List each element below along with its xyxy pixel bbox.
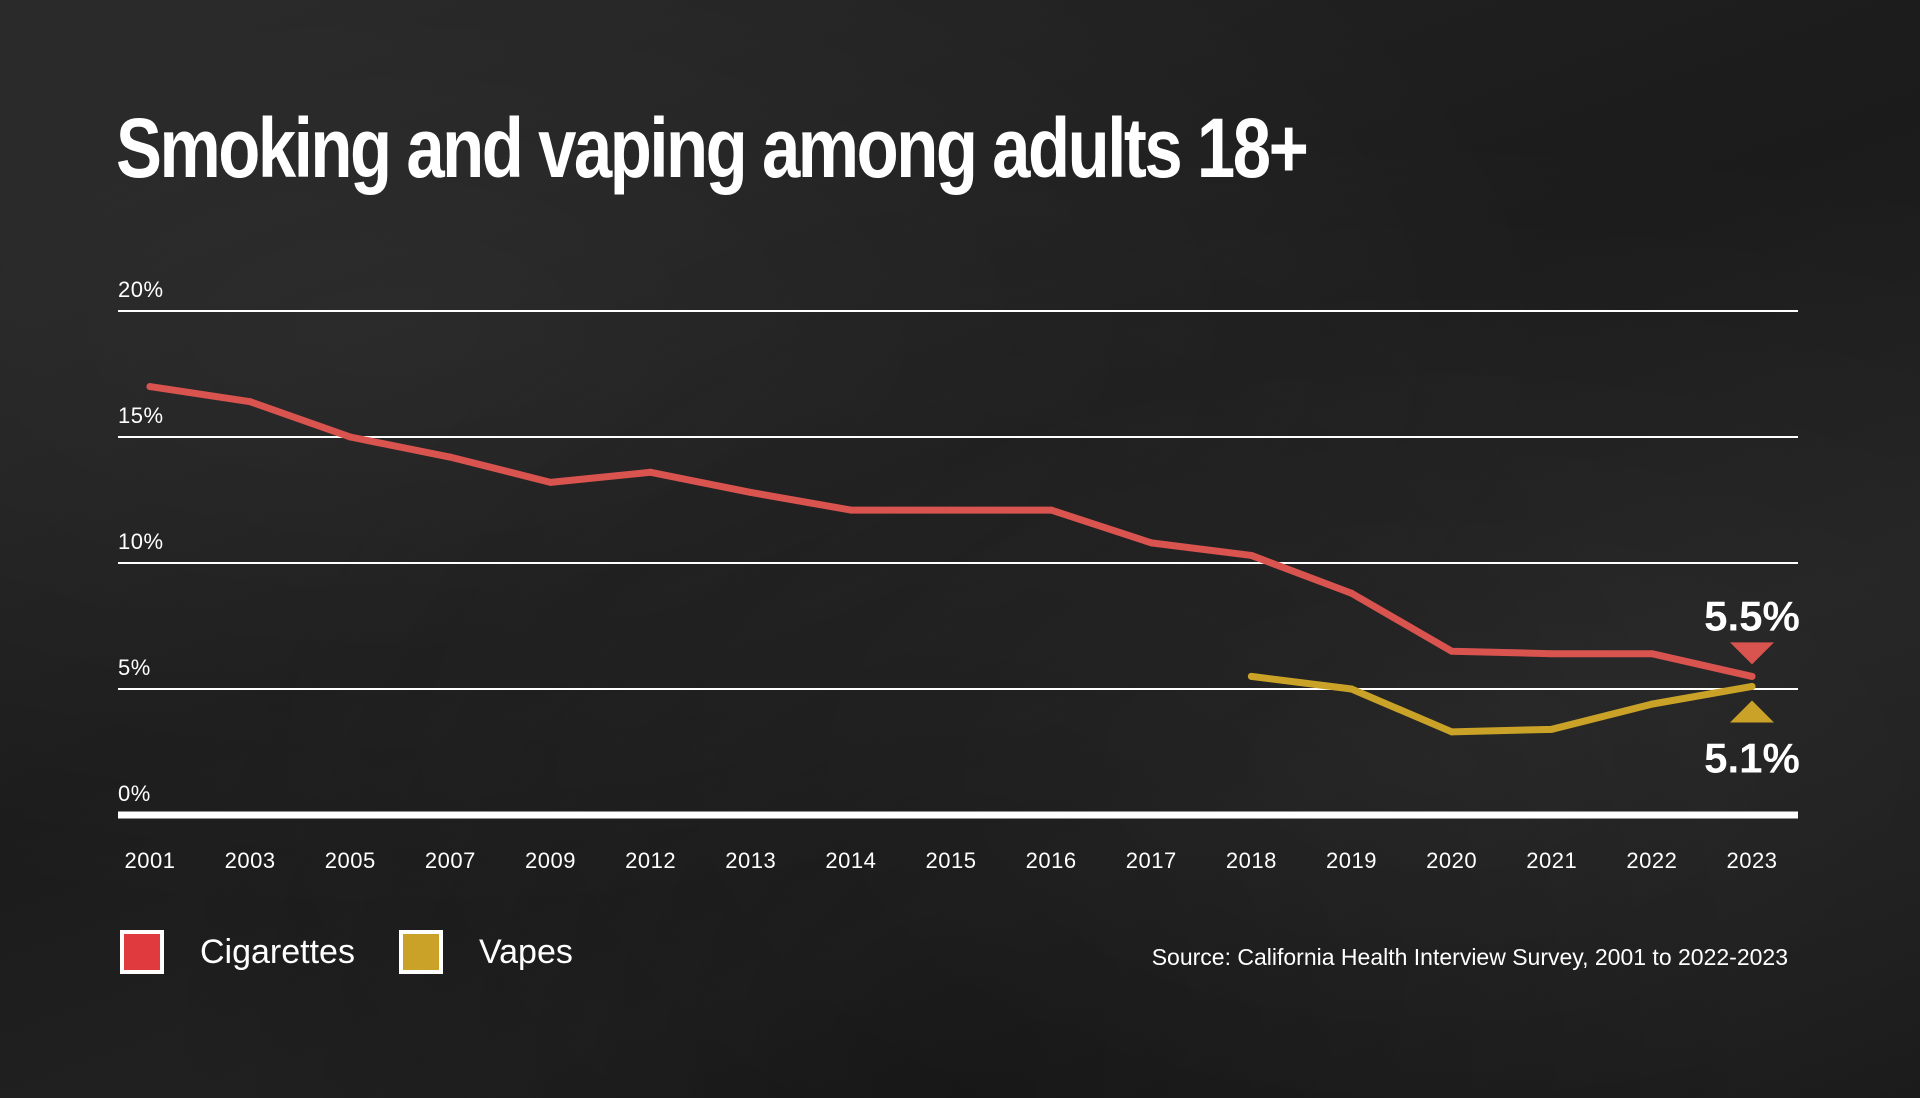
- x-tick-label-2022: 2022: [1626, 848, 1677, 873]
- x-tick-label-2020: 2020: [1426, 848, 1477, 873]
- end-label-cigarettes: 5.5%: [1704, 592, 1800, 639]
- gridlines: [118, 310, 1798, 819]
- data-point-cigarettes: [947, 506, 955, 514]
- x-tick-label-2018: 2018: [1226, 848, 1277, 873]
- x-tick-label-2003: 2003: [225, 848, 276, 873]
- data-point-vapes: [1348, 685, 1355, 693]
- end-label-vapes: 5.1%: [1704, 734, 1800, 781]
- data-point-cigarettes: [1047, 506, 1055, 514]
- x-tick-label-2001: 2001: [125, 848, 176, 873]
- data-point-cigarettes: [146, 383, 154, 391]
- data-point-vapes: [1748, 682, 1756, 690]
- series-line-cigarettes: [146, 383, 1756, 680]
- x-axis-ticks: 2001 2003 2005 2007 2009 2012 2013 2014 2015 2016…: [125, 848, 1778, 873]
- x-tick-label-2017: 2017: [1126, 848, 1177, 873]
- marker-vapes: [1730, 700, 1774, 723]
- data-point-vapes: [1448, 728, 1456, 736]
- data-point-cigarettes: [1348, 589, 1355, 597]
- y-tick-label-10pct: 10%: [118, 529, 164, 554]
- data-point-cigarettes: [547, 478, 554, 486]
- x-tick-label-2013: 2013: [725, 848, 776, 873]
- x-tick-label-2016: 2016: [1026, 848, 1077, 873]
- x-tick-label-2021: 2021: [1526, 848, 1577, 873]
- legend-label-vapes: Vapes: [478, 932, 573, 971]
- x-tick-label-2007: 2007: [425, 848, 476, 873]
- y-tick-label-20pct: 20%: [118, 277, 164, 302]
- x-tick-label-2015: 2015: [926, 848, 977, 873]
- legend-label-cigarettes: Cigarettes: [200, 932, 355, 971]
- data-point-cigarettes: [1247, 551, 1255, 559]
- data-point-cigarettes: [747, 488, 755, 496]
- legend-item-cigarettes: Cigarettes: [120, 930, 355, 974]
- legend: Cigarettes Vapes: [120, 930, 617, 974]
- data-point-cigarettes: [246, 398, 254, 406]
- source-note: Source: California Health Interview Surv…: [1151, 944, 1788, 970]
- x-tick-label-2009: 2009: [525, 848, 576, 873]
- y-tick-label-0pct: 0%: [118, 781, 151, 806]
- x-tick-label-2019: 2019: [1326, 848, 1377, 873]
- y-tick-label-5pct: 5%: [118, 655, 151, 680]
- end-annotations: 5.5% 5.1%: [1704, 592, 1800, 781]
- legend-swatch-vapes: [398, 930, 443, 974]
- legend-swatch-cigarettes: [120, 930, 164, 974]
- data-point-cigarettes: [647, 468, 655, 476]
- x-tick-label-2005: 2005: [325, 848, 376, 873]
- x-tick-label-2014: 2014: [825, 848, 876, 873]
- data-point-cigarettes: [847, 506, 855, 514]
- chart-title: Smoking and vaping among adults 18+: [116, 101, 1309, 195]
- legend-item-vapes: Vapes: [398, 930, 573, 974]
- data-point-cigarettes: [446, 453, 454, 461]
- y-axis-ticks: 0% 5% 10% 15% 20%: [118, 277, 164, 806]
- data-point-cigarettes: [1448, 647, 1456, 655]
- data-point-cigarettes: [1648, 650, 1656, 658]
- data-point-vapes: [1648, 700, 1656, 708]
- x-tick-label-2012: 2012: [625, 848, 676, 873]
- data-point-vapes: [1548, 725, 1556, 733]
- data-point-cigarettes: [1548, 650, 1556, 658]
- y-tick-label-15pct: 15%: [118, 403, 164, 428]
- series-line-vapes: [1247, 672, 1756, 736]
- marker-cigarettes: [1730, 642, 1774, 665]
- x-tick-label-2023: 2023: [1727, 848, 1778, 873]
- series-lines: [146, 383, 1756, 736]
- data-point-cigarettes: [346, 433, 354, 441]
- data-point-cigarettes: [1748, 672, 1756, 680]
- data-point-vapes: [1247, 672, 1255, 680]
- data-point-cigarettes: [1147, 539, 1155, 547]
